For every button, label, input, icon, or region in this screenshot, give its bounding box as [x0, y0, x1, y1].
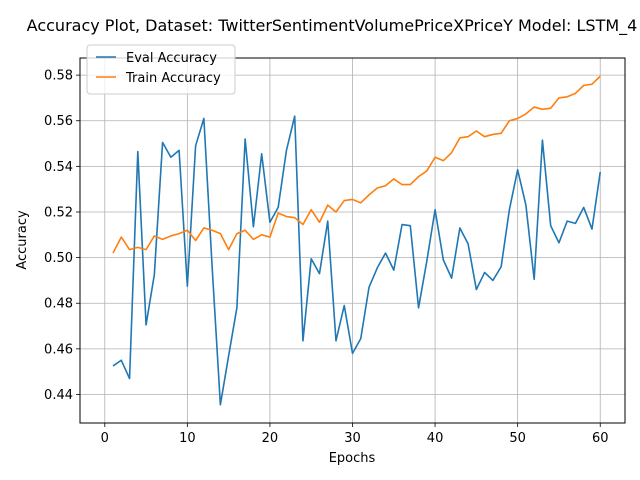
y-axis-label: Accuracy	[15, 210, 30, 270]
legend: Eval Accuracy Train Accuracy	[86, 44, 236, 95]
x-tick-label: 30	[344, 431, 361, 446]
x-tick-label: 40	[427, 431, 444, 446]
series-lines	[112, 75, 602, 406]
y-tick-label: 0.54	[44, 160, 73, 175]
y-tick-label: 0.52	[44, 205, 73, 220]
x-tick-label: 50	[509, 431, 526, 446]
x-tick-label: 20	[262, 431, 279, 446]
chart-title: Accuracy Plot, Dataset: TwitterSentiment…	[27, 16, 638, 36]
y-tick-label: 0.46	[44, 342, 73, 357]
y-tick-label: 0.50	[44, 251, 73, 266]
y-tick-label: 0.48	[44, 297, 73, 312]
x-tick-label: 0	[101, 431, 109, 446]
x-tick-label: 10	[179, 431, 196, 446]
y-tick-label: 0.58	[44, 69, 73, 84]
legend-label-eval-accuracy: Eval Accuracy	[126, 51, 217, 66]
y-tick-label: 0.56	[44, 114, 73, 129]
y-tick-label: 0.44	[44, 388, 73, 403]
legend-box	[86, 44, 236, 95]
series-line-train-accuracy	[112, 75, 601, 254]
y-axis-ticks: 0.44 0.46 0.48 0.50 0.52 0.54 0.56 0.58	[44, 69, 80, 403]
legend-label-train-accuracy: Train Accuracy	[125, 71, 221, 86]
x-axis-ticks: 0 10 20 30 40 50 60	[101, 423, 609, 446]
series-line-eval-accuracy	[112, 115, 602, 406]
x-axis-label: Epochs	[329, 451, 376, 466]
grid	[80, 58, 625, 423]
x-tick-label: 60	[592, 431, 609, 446]
